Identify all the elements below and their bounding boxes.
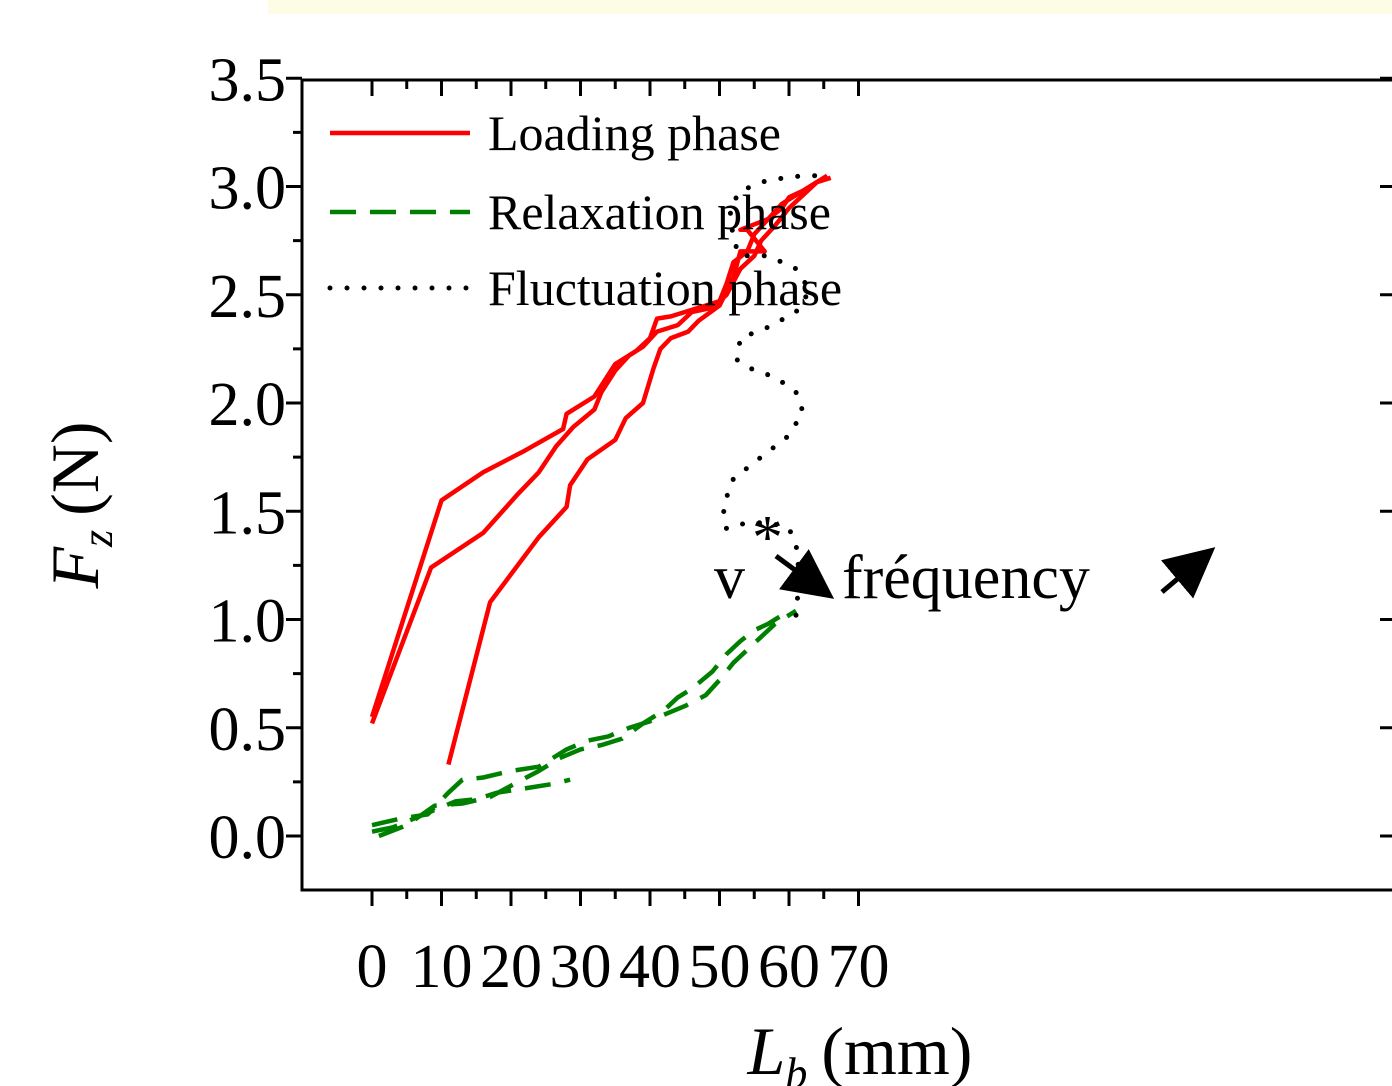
y-tick-label: 3.0 xyxy=(209,155,287,223)
annotation-v: v xyxy=(714,544,745,612)
y-tick-label: 2.0 xyxy=(209,371,287,439)
y-tick-label: 3.5 xyxy=(209,46,287,114)
series-2-line-1 xyxy=(371,777,571,834)
y-axis-subscript: z xyxy=(73,530,122,548)
arrow-down-icon xyxy=(774,549,835,599)
plot-area xyxy=(369,173,832,839)
y-axis-unit: (N) xyxy=(37,421,113,515)
plot-frame xyxy=(300,78,1392,892)
x-axis-subscript: b xyxy=(785,1049,807,1086)
arrow-up-icon xyxy=(1160,547,1216,599)
x-tick-label: 60 xyxy=(758,933,820,1001)
x-tick-label: 0 xyxy=(357,933,388,1001)
axes: 0 10 20 30 40 50 60 70 0.0 0.5 1.0 1.5 2.0 2.5 3.0 3.5 L… xyxy=(37,46,1392,1086)
y-tick-label: 1.5 xyxy=(209,479,287,547)
x-tick-label: 30 xyxy=(550,933,612,1001)
x-tick-label: 10 xyxy=(411,933,473,1001)
annotation-star: * xyxy=(752,504,783,572)
x-axis-title: Lb (mm) xyxy=(747,1013,973,1086)
legend-label-1: Loading phase xyxy=(488,105,781,161)
annotation-frequency: fréquency xyxy=(842,544,1090,612)
annotation: v* fréquency xyxy=(714,504,1216,612)
series-2-line-2 xyxy=(371,608,798,828)
x-axis-symbol: L xyxy=(747,1013,786,1086)
x-tick-label: 50 xyxy=(689,933,751,1001)
x-tick-label: 70 xyxy=(828,933,890,1001)
legend: Loading phase Relaxation phase Fluctuation… xyxy=(327,105,842,316)
y-tick-label: 2.5 xyxy=(209,263,287,331)
legend-label-3: Fluctuation phase xyxy=(488,260,842,316)
series-3-line-1 xyxy=(720,173,827,618)
y-tick-label: 1.0 xyxy=(209,588,287,656)
series-2-line-3 xyxy=(378,613,784,839)
series-1-line-3 xyxy=(446,173,829,766)
x-axis-unit: (mm) xyxy=(821,1013,972,1086)
series-1-line-2 xyxy=(369,180,819,725)
x-tick-label: 20 xyxy=(480,933,542,1001)
y-axis-symbol: F xyxy=(37,546,113,590)
y-axis-title: Fz (N) xyxy=(37,421,122,589)
y-tick-label: 0.0 xyxy=(209,804,287,872)
x-tick-label: 40 xyxy=(619,933,681,1001)
top-highlight-band xyxy=(268,0,1392,14)
legend-label-2: Relaxation phase xyxy=(488,184,831,240)
y-tick-label: 0.5 xyxy=(209,696,287,764)
